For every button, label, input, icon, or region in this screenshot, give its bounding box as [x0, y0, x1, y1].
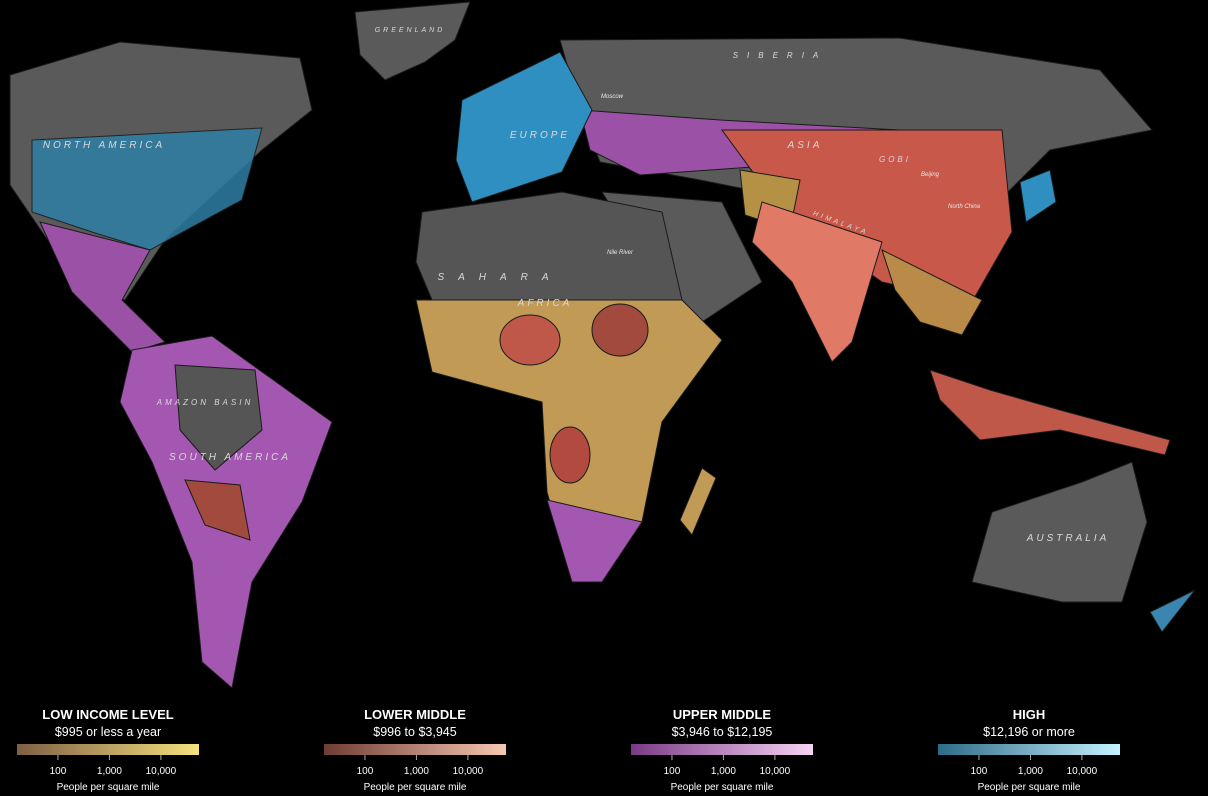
legend-title: LOWER MIDDLE — [364, 707, 466, 722]
legend-item: UPPER MIDDLE $3,946 to $12,195 100 1,000 10,… — [631, 707, 813, 793]
tick-label: 1,000 — [404, 766, 429, 777]
tick-label: 1,000 — [97, 766, 122, 777]
city-label: Beijing — [921, 172, 940, 178]
region-label: NORTH AMERICA — [43, 140, 165, 151]
region-label: SIBERIA — [733, 51, 828, 60]
north-africa — [415, 191, 683, 301]
tick-label: 10,000 — [146, 766, 177, 777]
tick-label: 1,000 — [711, 766, 736, 777]
region-label: GREENLAND — [375, 27, 446, 34]
legend-title: HIGH — [1013, 707, 1046, 722]
land — [9, 1, 1196, 689]
japan — [1019, 169, 1057, 223]
southeast-asia — [881, 249, 983, 336]
color-ramp — [938, 744, 1120, 755]
region-label: ASIA — [787, 140, 823, 151]
legend-range: $996 to $3,945 — [373, 725, 456, 739]
legend-range: $995 or less a year — [55, 725, 161, 739]
legend-title: LOW INCOME LEVEL — [42, 707, 174, 722]
sudan — [591, 303, 649, 357]
legend-item: LOWER MIDDLE $996 to $3,945 100 1,000 10,000… — [324, 707, 506, 793]
madagascar — [679, 467, 717, 536]
south-africa — [546, 499, 643, 583]
bolivia — [184, 479, 251, 541]
city-label: Nile River — [607, 250, 634, 256]
axis-label: People per square mile — [364, 782, 467, 793]
india — [751, 201, 883, 363]
legend-range: $3,946 to $12,195 — [672, 725, 773, 739]
axis-label: People per square mile — [978, 782, 1081, 793]
city-label: North China — [948, 204, 981, 210]
tick-label: 100 — [357, 766, 374, 777]
color-ramp — [631, 744, 813, 755]
region-label: GOBI — [879, 155, 911, 164]
region-label: EUROPE — [510, 130, 570, 141]
congo — [549, 426, 591, 484]
axis-label: People per square mile — [671, 782, 774, 793]
tick-label: 100 — [971, 766, 988, 777]
region-label: SAHARA — [437, 272, 562, 283]
tick-label: 100 — [50, 766, 67, 777]
color-ramp — [17, 744, 199, 755]
nigeria — [499, 314, 561, 366]
new-zealand — [1149, 589, 1196, 633]
legend: LOW INCOME LEVEL $995 or less a year 100 1,… — [17, 707, 1120, 793]
region-label: SOUTH AMERICA — [169, 452, 291, 463]
tick-label: 100 — [664, 766, 681, 777]
europe — [455, 51, 593, 203]
region-label: AUSTRALIA — [1026, 533, 1110, 544]
legend-item: HIGH $12,196 or more 100 1,000 10,000 People … — [938, 707, 1120, 793]
central-america — [39, 221, 166, 353]
tick-label: 10,000 — [1067, 766, 1098, 777]
indonesia — [929, 369, 1171, 456]
tick-label: 10,000 — [453, 766, 484, 777]
color-ramp — [324, 744, 506, 755]
region-label: AMAZON BASIN — [156, 398, 253, 407]
legend-item: LOW INCOME LEVEL $995 or less a year 100 1,… — [17, 707, 199, 793]
axis-label: People per square mile — [57, 782, 160, 793]
city-label: Moscow — [601, 94, 624, 100]
amazon — [174, 364, 263, 471]
greenland — [354, 1, 471, 81]
legend-range: $12,196 or more — [983, 725, 1075, 739]
region-label: AFRICA — [517, 298, 573, 309]
tick-label: 1,000 — [1018, 766, 1043, 777]
legend-title: UPPER MIDDLE — [673, 707, 772, 722]
australia — [971, 461, 1148, 603]
tick-label: 10,000 — [760, 766, 791, 777]
